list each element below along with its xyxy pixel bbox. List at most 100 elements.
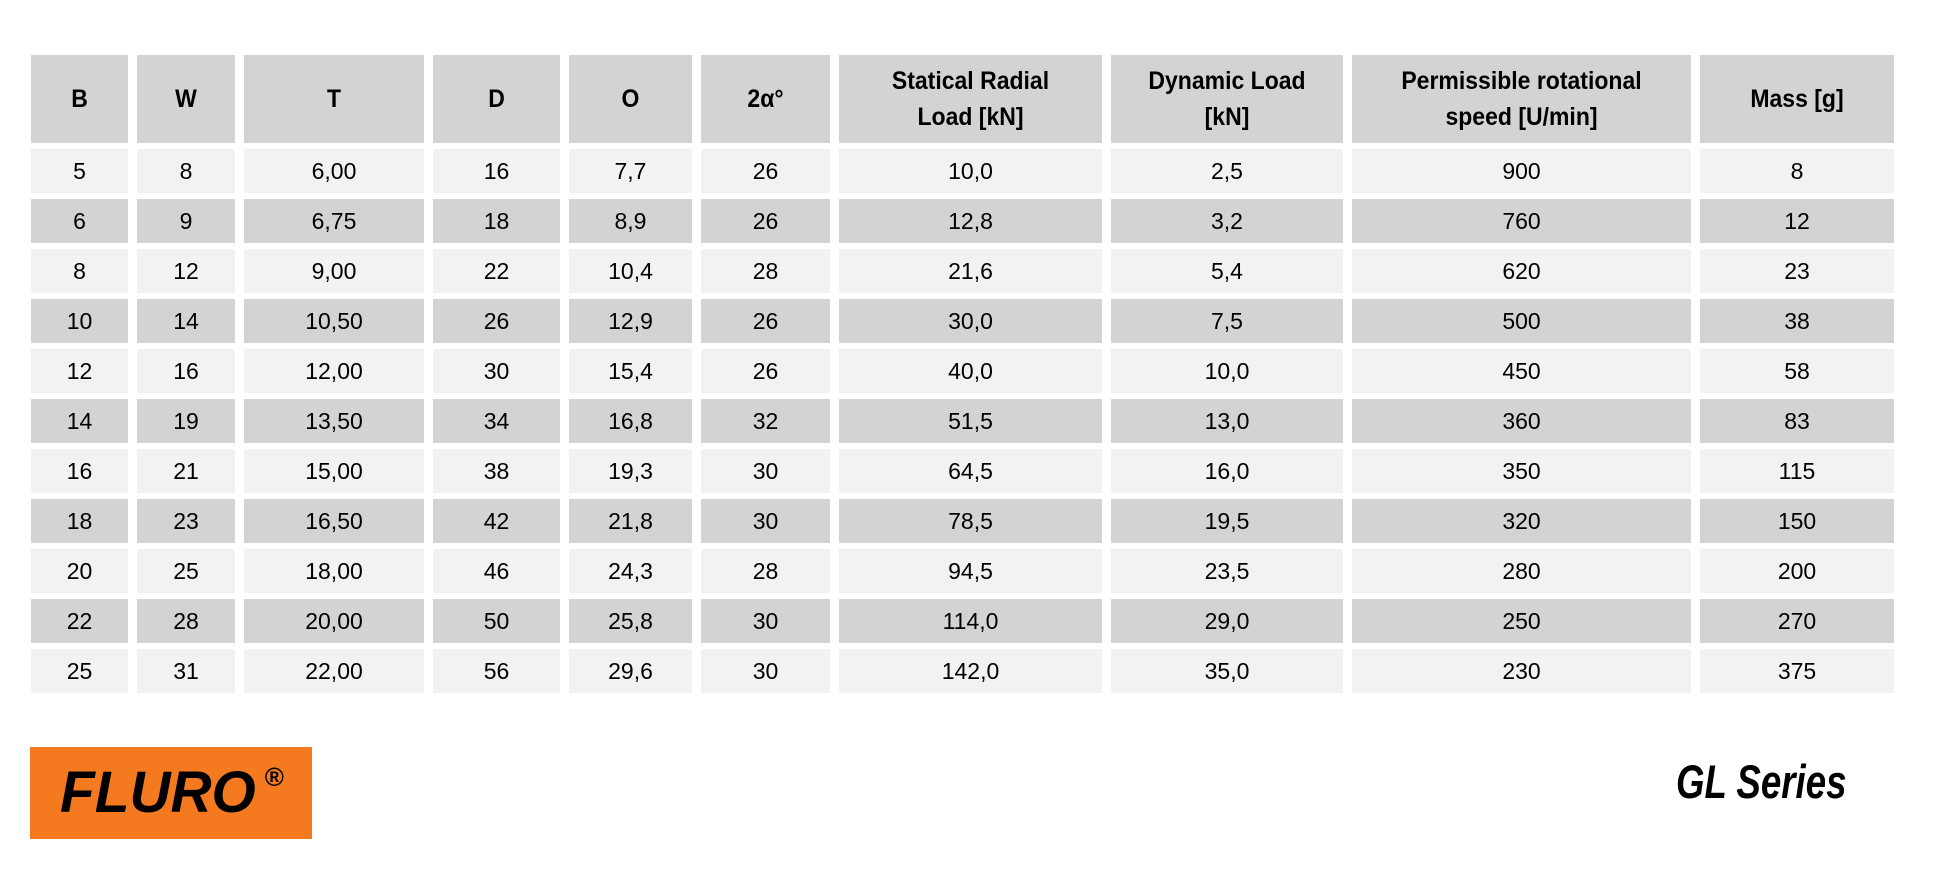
cell-b: 5 — [31, 149, 128, 193]
cell-d: 34 — [433, 399, 560, 443]
column-header-label: O — [621, 85, 640, 113]
cell-b: 18 — [31, 499, 128, 543]
cell-d: 30 — [433, 349, 560, 393]
cell-o: 21,8 — [569, 499, 692, 543]
cell-statical-radial-load: 114,0 — [839, 599, 1102, 643]
cell-dynamic-load: 16,0 — [1111, 449, 1343, 493]
column-header-label: Statical Radial — [891, 67, 1050, 95]
series-title: GL Series — [1676, 755, 1847, 808]
cell-dynamic-load: 3,2 — [1111, 199, 1343, 243]
cell-t: 9,00 — [244, 249, 424, 293]
cell-t: 12,00 — [244, 349, 424, 393]
column-header-label: [kN] — [1204, 103, 1250, 131]
column-header-permissible-rotational-speed: Permissible rotational speed [U/min] — [1352, 55, 1691, 143]
cell-mass: 270 — [1700, 599, 1894, 643]
table-row: 14 19 13,50 34 16,8 32 51,5 13,0 360 83 — [31, 399, 1894, 443]
cell-t: 6,75 — [244, 199, 424, 243]
cell-statical-radial-load: 78,5 — [839, 499, 1102, 543]
cell-statical-radial-load: 94,5 — [839, 549, 1102, 593]
cell-mass: 38 — [1700, 299, 1894, 343]
cell-mass: 23 — [1700, 249, 1894, 293]
column-header-label: D — [488, 85, 505, 113]
cell-dynamic-load: 23,5 — [1111, 549, 1343, 593]
cell-w: 14 — [137, 299, 235, 343]
table-row: 8 12 9,00 22 10,4 28 21,6 5,4 620 23 — [31, 249, 1894, 293]
cell-o: 16,8 — [569, 399, 692, 443]
cell-b: 20 — [31, 549, 128, 593]
fluro-logo: FLURO ® — [30, 747, 312, 839]
table-row: 5 8 6,00 16 7,7 26 10,0 2,5 900 8 — [31, 149, 1894, 193]
table-row: 20 25 18,00 46 24,3 28 94,5 23,5 280 200 — [31, 549, 1894, 593]
table-row: 6 9 6,75 18 8,9 26 12,8 3,2 760 12 — [31, 199, 1894, 243]
cell-permissible-rotational-speed: 250 — [1352, 599, 1691, 643]
cell-permissible-rotational-speed: 230 — [1352, 649, 1691, 693]
cell-b: 10 — [31, 299, 128, 343]
table-header-row: B W T D O 2α° Statical Radial Load [kN] Dynamic … — [31, 55, 1894, 143]
cell-w: 21 — [137, 449, 235, 493]
column-header-mass: Mass [g] — [1700, 55, 1894, 143]
cell-mass: 200 — [1700, 549, 1894, 593]
cell-t: 10,50 — [244, 299, 424, 343]
cell-o: 25,8 — [569, 599, 692, 643]
cell-dynamic-load: 10,0 — [1111, 349, 1343, 393]
cell-o: 24,3 — [569, 549, 692, 593]
cell-o: 12,9 — [569, 299, 692, 343]
table-row: 18 23 16,50 42 21,8 30 78,5 19,5 320 150 — [31, 499, 1894, 543]
cell-permissible-rotational-speed: 450 — [1352, 349, 1691, 393]
table-row: 22 28 20,00 50 25,8 30 114,0 29,0 250 270 — [31, 599, 1894, 643]
column-header-b: B — [31, 55, 128, 143]
column-header-label: Permissible rotational — [1401, 67, 1642, 95]
cell-mass: 8 — [1700, 149, 1894, 193]
cell-d: 18 — [433, 199, 560, 243]
table-header: B W T D O 2α° Statical Radial Load [kN] Dynamic … — [31, 55, 1894, 143]
cell-dynamic-load: 7,5 — [1111, 299, 1343, 343]
cell-b: 25 — [31, 649, 128, 693]
cell-w: 12 — [137, 249, 235, 293]
column-header-w: W — [137, 55, 235, 143]
cell-mass: 12 — [1700, 199, 1894, 243]
column-header-dynamic-load: Dynamic Load [kN] — [1111, 55, 1343, 143]
cell-t: 6,00 — [244, 149, 424, 193]
cell-o: 19,3 — [569, 449, 692, 493]
cell-statical-radial-load: 12,8 — [839, 199, 1102, 243]
column-header-o: O — [569, 55, 692, 143]
column-header-label: W — [175, 85, 197, 113]
cell-statical-radial-load: 30,0 — [839, 299, 1102, 343]
cell-d: 38 — [433, 449, 560, 493]
cell-dynamic-load: 5,4 — [1111, 249, 1343, 293]
cell-w: 23 — [137, 499, 235, 543]
column-header-d: D — [433, 55, 560, 143]
cell-w: 28 — [137, 599, 235, 643]
cell-2-alpha-deg: 26 — [701, 349, 830, 393]
cell-b: 22 — [31, 599, 128, 643]
cell-o: 29,6 — [569, 649, 692, 693]
specification-table: B W T D O 2α° Statical Radial Load [kN] Dynamic … — [22, 49, 1903, 699]
cell-2-alpha-deg: 30 — [701, 649, 830, 693]
registered-trademark-icon: ® — [264, 762, 284, 792]
cell-2-alpha-deg: 26 — [701, 199, 830, 243]
cell-2-alpha-deg: 28 — [701, 549, 830, 593]
cell-dynamic-load: 13,0 — [1111, 399, 1343, 443]
cell-t: 20,00 — [244, 599, 424, 643]
column-header-label: B — [71, 85, 88, 113]
cell-2-alpha-deg: 26 — [701, 299, 830, 343]
cell-permissible-rotational-speed: 900 — [1352, 149, 1691, 193]
cell-dynamic-load: 19,5 — [1111, 499, 1343, 543]
cell-d: 22 — [433, 249, 560, 293]
column-header-label: T — [326, 85, 342, 113]
fluro-logo-text: FLURO — [60, 760, 256, 825]
cell-o: 7,7 — [569, 149, 692, 193]
cell-permissible-rotational-speed: 500 — [1352, 299, 1691, 343]
cell-o: 8,9 — [569, 199, 692, 243]
cell-w: 9 — [137, 199, 235, 243]
cell-o: 10,4 — [569, 249, 692, 293]
cell-t: 15,00 — [244, 449, 424, 493]
cell-2-alpha-deg: 26 — [701, 149, 830, 193]
cell-permissible-rotational-speed: 320 — [1352, 499, 1691, 543]
cell-b: 14 — [31, 399, 128, 443]
cell-statical-radial-load: 51,5 — [839, 399, 1102, 443]
column-header-label: Mass [g] — [1750, 85, 1844, 113]
cell-b: 6 — [31, 199, 128, 243]
cell-statical-radial-load: 64,5 — [839, 449, 1102, 493]
cell-statical-radial-load: 40,0 — [839, 349, 1102, 393]
